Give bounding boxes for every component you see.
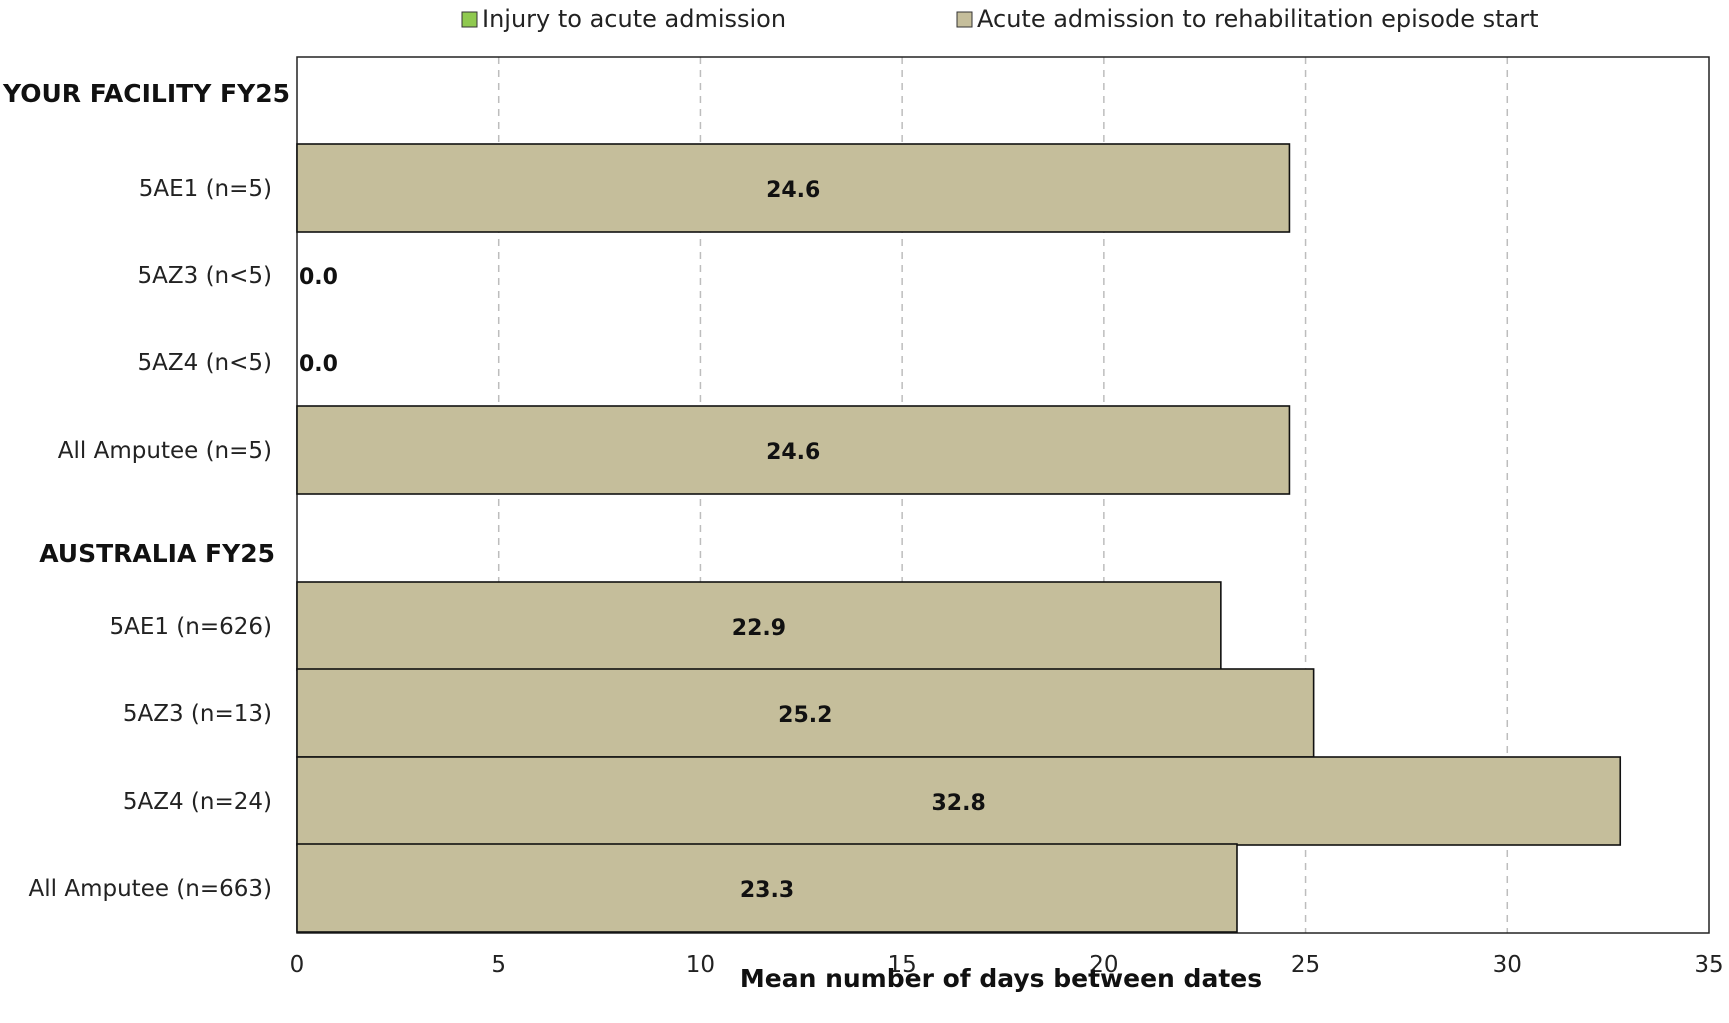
data-label: 22.9 <box>732 616 786 641</box>
legend-swatch <box>461 11 478 28</box>
bars: 24.6 0.0 0.0 24.6 22.9 25.2 32.8 23.3 <box>296 143 1622 933</box>
bar-segment-acute-to-rehab <box>296 668 1315 758</box>
group-label: YOUR FACILITY FY25 <box>2 79 290 108</box>
bar-segment-acute-to-rehab <box>296 756 1622 846</box>
x-axis-title: Mean number of days between dates <box>740 964 1262 993</box>
bar-segment-acute-to-rehab <box>296 843 1238 933</box>
legend-label: Acute admission to rehabilitation episod… <box>977 5 1538 33</box>
x-tick-label: 30 <box>1493 952 1522 978</box>
x-tick-label: 10 <box>686 952 715 978</box>
category-label: 5AZ3 (n=13) <box>123 701 272 727</box>
x-tick-label: 15 <box>888 952 917 978</box>
legend: Injury to acute admission Acute admission… <box>461 5 1538 33</box>
bar-segment-acute-to-rehab <box>296 405 1291 495</box>
data-label: 23.3 <box>740 878 794 903</box>
category-label: 5AE1 (n=5) <box>139 176 272 202</box>
x-tick-label: 5 <box>491 952 506 978</box>
data-label: 32.8 <box>931 791 985 816</box>
x-tick-label: 25 <box>1291 952 1320 978</box>
x-tick-label: 20 <box>1089 952 1118 978</box>
data-label: 0.0 <box>299 352 338 377</box>
x-tick-label: 35 <box>1694 952 1723 978</box>
data-label: 25.2 <box>778 703 832 728</box>
legend-swatch <box>956 11 973 28</box>
category-label: 5AZ4 (n=24) <box>123 789 272 815</box>
category-label: All Amputee (n=5) <box>58 438 272 464</box>
legend-label: Injury to acute admission <box>482 5 786 33</box>
bar-segment-acute-to-rehab <box>296 143 1291 233</box>
data-label: 24.6 <box>766 440 820 465</box>
bar-segment-acute-to-rehab <box>296 581 1222 671</box>
group-labels: YOUR FACILITY FY25 AUSTRALIA FY25 <box>2 79 290 568</box>
plot-area <box>296 56 1710 934</box>
x-tick-label: 0 <box>290 952 305 978</box>
data-label: 24.6 <box>766 178 820 203</box>
group-label: AUSTRALIA FY25 <box>39 539 275 568</box>
x-axis-ticks: 0 5 10 15 20 25 30 35 <box>290 952 1724 978</box>
category-label: 5AE1 (n=626) <box>109 614 272 640</box>
data-label: 0.0 <box>299 265 338 290</box>
category-label: All Amputee (n=663) <box>29 876 272 902</box>
category-labels: 5AE1 (n=5) 5AZ3 (n<5) 5AZ4 (n<5) All Ampute… <box>29 176 272 902</box>
category-label: 5AZ4 (n<5) <box>138 350 273 376</box>
category-label: 5AZ3 (n<5) <box>138 263 273 289</box>
